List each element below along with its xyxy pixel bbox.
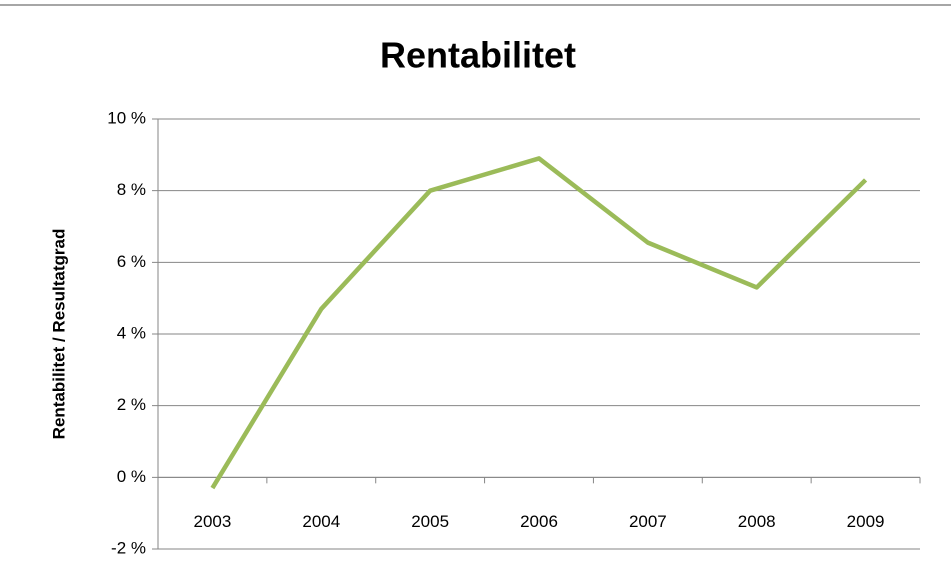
x-tick-label: 2003 (194, 512, 232, 531)
y-tick-label: 2 % (117, 395, 146, 414)
x-tick-label: 2006 (520, 512, 558, 531)
x-tick-label: 2009 (847, 512, 885, 531)
y-axis-title: Rentabilitet / Resultatgrad (49, 229, 68, 440)
y-tick-label: -2 % (111, 538, 146, 557)
y-tick-label: 6 % (117, 252, 146, 271)
x-tick-label: 2007 (629, 512, 667, 531)
x-tick-label: 2005 (411, 512, 449, 531)
y-tick-label: 4 % (117, 323, 146, 342)
x-tick-label: 2004 (302, 512, 340, 531)
x-tick-label: 2008 (738, 512, 776, 531)
y-tick-label: 0 % (117, 467, 146, 486)
y-tick-label: 10 % (107, 108, 146, 127)
chart-title: Rentabilitet (380, 35, 576, 76)
line-series (210, 156, 868, 490)
y-tick-label: 8 % (117, 180, 146, 199)
